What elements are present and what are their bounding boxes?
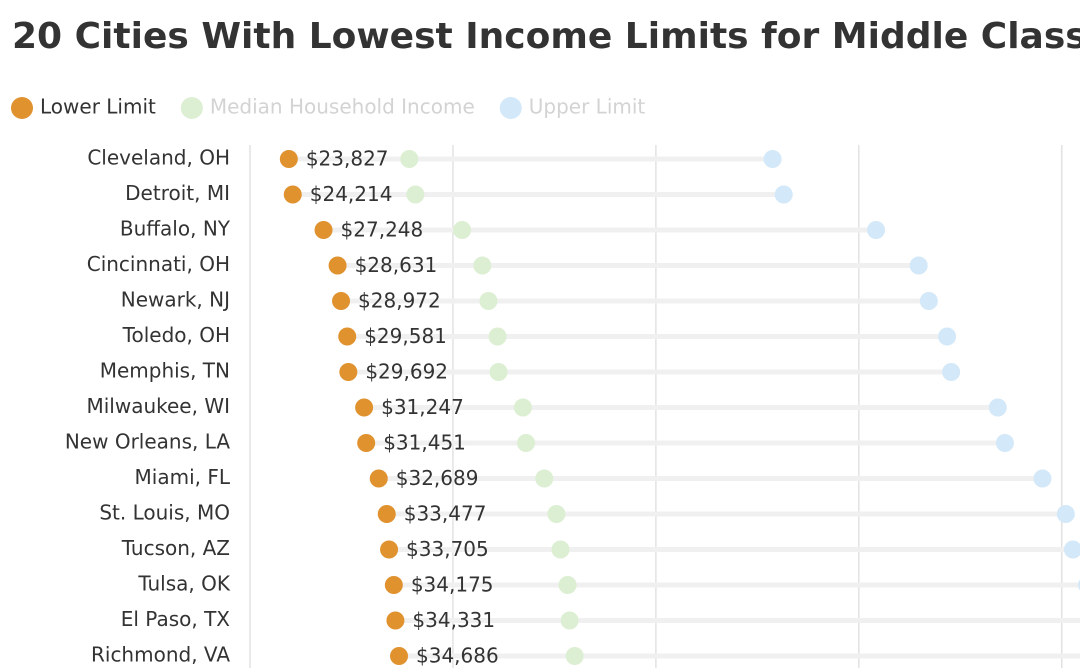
dot bbox=[516, 434, 535, 452]
category-label: Toledo, OH bbox=[122, 323, 230, 347]
dot bbox=[384, 576, 403, 594]
value-label: $23,827 bbox=[306, 147, 389, 171]
legend-swatch bbox=[180, 97, 203, 119]
dot bbox=[314, 221, 333, 239]
dot bbox=[283, 185, 302, 204]
legend-label: Upper Limit bbox=[529, 95, 646, 119]
dot bbox=[942, 363, 961, 381]
category-label: Milwaukee, WI bbox=[86, 394, 230, 418]
value-label: $33,705 bbox=[406, 537, 489, 561]
dot bbox=[1033, 469, 1052, 488]
dot bbox=[988, 398, 1007, 417]
value-label: $33,477 bbox=[404, 502, 487, 526]
dot bbox=[867, 221, 886, 239]
dot bbox=[547, 505, 566, 523]
value-label: $28,972 bbox=[358, 289, 441, 313]
category-label: St. Louis, MO bbox=[99, 501, 230, 525]
dot bbox=[380, 540, 399, 559]
dot bbox=[1056, 505, 1075, 523]
legend-swatch bbox=[499, 97, 522, 119]
dot bbox=[406, 185, 425, 204]
value-label: $31,451 bbox=[383, 431, 466, 455]
dot bbox=[558, 576, 577, 594]
dot bbox=[938, 327, 957, 346]
dot bbox=[513, 398, 532, 417]
category-label: Tucson, AZ bbox=[121, 536, 230, 560]
dot bbox=[919, 292, 938, 310]
legend-item[interactable]: Median Household Income bbox=[180, 95, 475, 120]
chart-title: 20 Cities With Lowest Income Limits for … bbox=[12, 16, 1080, 57]
dot bbox=[488, 327, 507, 346]
dot bbox=[338, 327, 357, 346]
category-label: El Paso, TX bbox=[121, 607, 231, 631]
dot bbox=[535, 469, 554, 488]
dot bbox=[377, 505, 396, 523]
legend-label: Lower Limit bbox=[40, 95, 156, 119]
dot bbox=[339, 363, 358, 381]
legend-swatch bbox=[11, 97, 33, 119]
value-label: $34,175 bbox=[411, 573, 494, 597]
legend-item[interactable]: Upper Limit bbox=[499, 95, 646, 120]
value-label: $34,331 bbox=[412, 608, 495, 632]
dot bbox=[551, 540, 570, 559]
dot bbox=[479, 292, 498, 310]
category-label: Tulsa, OK bbox=[137, 572, 231, 596]
value-label: $29,581 bbox=[364, 324, 447, 348]
category-label: Buffalo, NY bbox=[120, 217, 231, 241]
dot bbox=[909, 256, 928, 275]
value-label: $31,247 bbox=[381, 395, 464, 419]
dot bbox=[332, 292, 351, 310]
dot bbox=[279, 150, 298, 168]
dot bbox=[386, 611, 405, 630]
category-label: Richmond, VA bbox=[91, 643, 230, 667]
value-label: $29,692 bbox=[365, 360, 448, 384]
dot bbox=[560, 611, 579, 630]
dot bbox=[473, 256, 492, 275]
value-label: $27,248 bbox=[341, 218, 424, 242]
category-label: Cleveland, OH bbox=[87, 146, 230, 170]
dot bbox=[453, 221, 472, 239]
legend-label: Median Household Income bbox=[210, 95, 475, 119]
value-label: $32,689 bbox=[396, 466, 479, 490]
category-label: New Orleans, LA bbox=[65, 430, 230, 454]
dot bbox=[390, 647, 409, 665]
category-label: Miami, FL bbox=[135, 465, 231, 489]
value-label: $34,686 bbox=[416, 644, 499, 668]
dot bbox=[489, 363, 508, 381]
category-label: Cincinnati, OH bbox=[87, 252, 230, 276]
dot bbox=[357, 434, 376, 452]
category-label: Detroit, MI bbox=[125, 181, 230, 205]
legend-item[interactable]: Lower Limit bbox=[11, 95, 156, 120]
dot bbox=[328, 256, 347, 275]
dot bbox=[565, 647, 584, 665]
dot bbox=[369, 469, 388, 488]
dot bbox=[400, 150, 419, 168]
dot bbox=[763, 150, 782, 168]
dot bbox=[355, 398, 374, 417]
dot bbox=[1063, 540, 1080, 559]
category-label: Newark, NJ bbox=[121, 288, 230, 312]
dot bbox=[995, 434, 1014, 452]
category-label: Memphis, TN bbox=[100, 359, 230, 383]
value-label: $24,214 bbox=[310, 182, 393, 206]
dot bbox=[774, 185, 793, 204]
value-label: $28,631 bbox=[355, 253, 438, 277]
